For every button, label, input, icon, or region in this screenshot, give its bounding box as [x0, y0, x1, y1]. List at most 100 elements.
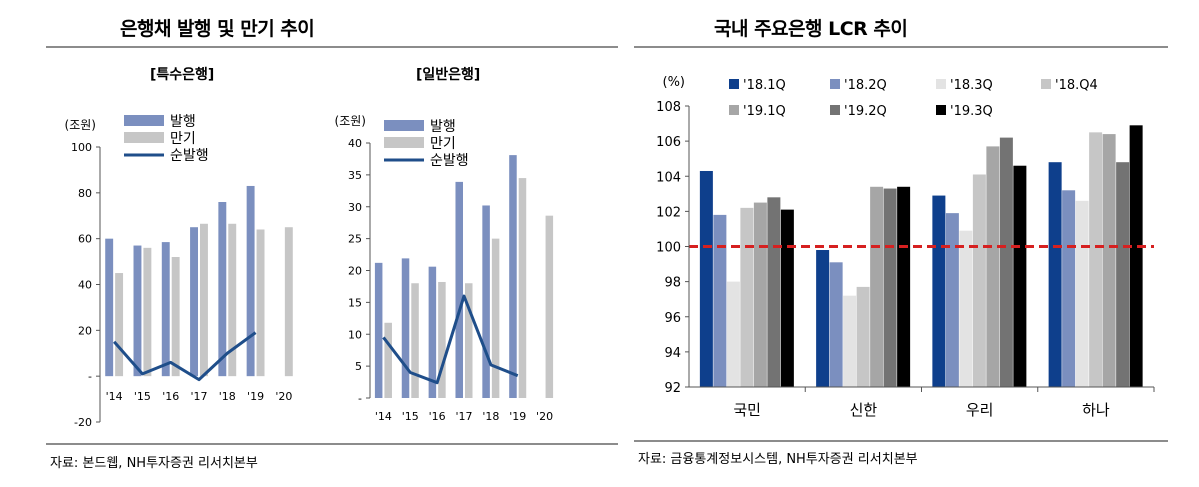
- y-tick-label: 30: [348, 201, 362, 214]
- legend-label: '19.1Q: [743, 104, 786, 119]
- legend-label: 만기: [430, 136, 456, 152]
- issuance-bar: [401, 258, 410, 398]
- x-tick-label: '18: [219, 390, 236, 403]
- left-source-note: 자료: 본드웹, NH투자증권 리서치본부: [50, 456, 258, 471]
- left-panel-title: 은행채 발행 및 만기 추이: [120, 18, 315, 40]
- maturity-bar: [115, 273, 124, 377]
- x-category-label: 국민: [733, 401, 761, 419]
- lcr-bar: [753, 202, 767, 387]
- y-tick-label: 20: [78, 324, 92, 337]
- issuance-bar: [246, 185, 255, 377]
- y-tick-label: 108: [656, 100, 681, 115]
- lcr-bar: [1102, 134, 1116, 387]
- legend-swatch: [729, 105, 739, 115]
- y-tick-label: 10: [348, 328, 362, 341]
- maturity-bar: [171, 257, 180, 377]
- general-banks-chart: - 5 10 15 20 25 30 35 40 (조원) '14 '15 '16 '17 '18 '19 '2…: [335, 114, 554, 423]
- lcr-bar: [959, 230, 973, 387]
- maturity-bar: [438, 281, 446, 398]
- lcr-bar: [780, 209, 794, 387]
- y-unit-label: (%): [663, 75, 686, 90]
- left-source-rule: [46, 443, 618, 445]
- right-source-note: 자료: 금융통계정보시스템, NH투자증권 리서치본부: [638, 452, 918, 467]
- legend-swatch: [384, 120, 424, 131]
- y-tick-label: 92: [664, 381, 681, 396]
- legend-label: '18.2Q: [844, 78, 887, 93]
- lcr-bar: [1089, 132, 1103, 387]
- legend-label: 만기: [170, 131, 196, 147]
- legend-swatch: [936, 79, 946, 89]
- x-category-label: 신한: [850, 401, 878, 419]
- y-tick-label: 100: [71, 141, 92, 154]
- legend-label: 발행: [170, 114, 196, 130]
- issuance-bar: [133, 245, 142, 377]
- lcr-bar: [999, 137, 1013, 387]
- y-tick-label: -20: [74, 416, 92, 429]
- legend-label: 순발행: [430, 153, 469, 169]
- issuance-bar: [374, 262, 383, 398]
- y-tick-label: 35: [348, 169, 362, 182]
- legend-swatch: [384, 137, 424, 148]
- x-category-label: 우리: [966, 401, 994, 419]
- legend-swatch: [729, 79, 739, 89]
- special-banks-subtitle: [특수은행]: [150, 67, 215, 83]
- x-tick-label: '16: [162, 390, 179, 403]
- issuance-bar: [482, 205, 490, 398]
- legend-label: '19.3Q: [950, 104, 993, 119]
- y-tick-label: 94: [664, 346, 681, 361]
- lcr-bar: [897, 186, 911, 387]
- lcr-bar: [1062, 190, 1076, 387]
- lcr-chart: 92 94 96 98 100 102 104 106 108 (%) 국민 신한 우리 하나 '18.1Q…: [656, 75, 1155, 419]
- issuance-bar: [509, 155, 517, 398]
- left-title-rule: [46, 46, 618, 48]
- y-tick-label: 20: [348, 265, 362, 278]
- right-title-rule: [634, 46, 1168, 48]
- maturity-bar: [518, 178, 527, 398]
- legend-swatch: [936, 105, 946, 115]
- lcr-bar-group: [699, 125, 1143, 387]
- lcr-bar: [883, 188, 897, 387]
- lcr-bar: [1013, 165, 1027, 387]
- issuance-bar: [190, 227, 198, 377]
- maturity-bar: [143, 247, 152, 377]
- x-tick-label: '14: [106, 390, 123, 403]
- issuance-bar: [105, 238, 114, 377]
- maturity-bar: [545, 215, 554, 398]
- lcr-bar: [767, 197, 781, 387]
- x-tick-label: '15: [402, 410, 419, 423]
- x-tick-label: '20: [536, 410, 553, 423]
- x-tick-label: '18: [482, 410, 499, 423]
- lcr-bar: [1129, 125, 1143, 387]
- legend-swatch: [1041, 79, 1051, 89]
- issuance-bar: [161, 242, 170, 377]
- maturity-bar: [491, 238, 500, 398]
- x-tick-label: '15: [134, 390, 151, 403]
- x-tick-label: '20: [275, 390, 292, 403]
- y-tick-label: 25: [348, 233, 362, 246]
- y-unit-label: (조원): [65, 118, 96, 132]
- x-tick-label: '17: [190, 390, 207, 403]
- lcr-bar: [870, 186, 884, 387]
- lcr-bar: [856, 286, 870, 387]
- legend-label: '18.Q4: [1055, 78, 1098, 93]
- lcr-bar: [816, 250, 830, 387]
- legend-label: '18.1Q: [743, 78, 786, 93]
- maturity-bar: [284, 227, 293, 377]
- net-issuance-line: [113, 331, 257, 382]
- legend-swatch: [830, 79, 840, 89]
- issuance-bar: [218, 202, 227, 377]
- maturity-bar: [465, 283, 473, 398]
- y-tick-label: 40: [348, 137, 362, 150]
- lcr-bar: [945, 213, 959, 387]
- lcr-bar: [932, 195, 946, 387]
- y-tick-label: 96: [664, 311, 681, 326]
- legend-label: 발행: [430, 119, 456, 135]
- lcr-bar: [1075, 200, 1089, 387]
- y-tick-label: 98: [664, 276, 681, 291]
- maturity-bar: [256, 229, 265, 377]
- y-tick-label: 80: [78, 187, 92, 200]
- lcr-bar: [699, 170, 713, 387]
- issuance-bar: [455, 181, 463, 398]
- right-source-rule: [634, 440, 1168, 442]
- x-tick-label: '19: [509, 410, 526, 423]
